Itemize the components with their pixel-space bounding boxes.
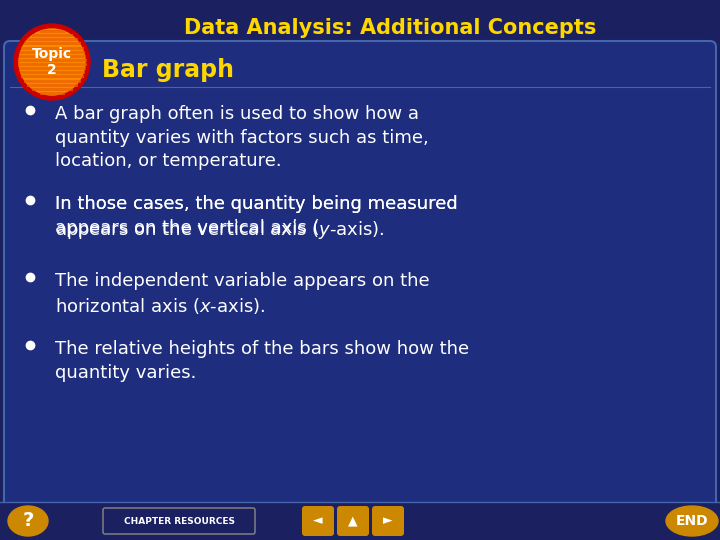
- FancyBboxPatch shape: [4, 41, 716, 508]
- Text: CHAPTER RESOURCES: CHAPTER RESOURCES: [124, 516, 235, 525]
- Text: The independent variable appears on the
horizontal axis ($x$-axis).: The independent variable appears on the …: [55, 272, 430, 316]
- Text: In those cases, the quantity being measured
appears on the vertical axis (​y​-ax: In those cases, the quantity being measu…: [55, 195, 458, 237]
- Ellipse shape: [8, 506, 48, 536]
- FancyBboxPatch shape: [302, 506, 334, 536]
- Text: Topic
2: Topic 2: [32, 47, 72, 77]
- Text: In those cases, the quantity being measured
appears on the vertical axis ($y$-ax: In those cases, the quantity being measu…: [55, 195, 458, 241]
- FancyBboxPatch shape: [103, 508, 255, 534]
- Text: ►: ►: [383, 515, 393, 528]
- Text: END: END: [675, 514, 708, 528]
- Text: In those cases, the quantity being measured
appears on the vertical axis (: In those cases, the quantity being measu…: [55, 195, 458, 237]
- FancyBboxPatch shape: [337, 506, 369, 536]
- Text: ▲: ▲: [348, 515, 358, 528]
- Text: The relative heights of the bars show how the
quantity varies.: The relative heights of the bars show ho…: [55, 340, 469, 382]
- FancyBboxPatch shape: [372, 506, 404, 536]
- FancyBboxPatch shape: [0, 502, 720, 540]
- Text: A bar graph often is used to show how a
quantity varies with factors such as tim: A bar graph often is used to show how a …: [55, 105, 428, 170]
- Text: Data Analysis: Additional Concepts: Data Analysis: Additional Concepts: [184, 18, 596, 38]
- Circle shape: [14, 24, 90, 100]
- Circle shape: [19, 29, 85, 95]
- Text: ◄: ◄: [313, 515, 323, 528]
- Text: Bar graph: Bar graph: [102, 58, 234, 82]
- FancyBboxPatch shape: [10, 45, 710, 85]
- Text: ?: ?: [22, 511, 34, 530]
- Ellipse shape: [666, 506, 718, 536]
